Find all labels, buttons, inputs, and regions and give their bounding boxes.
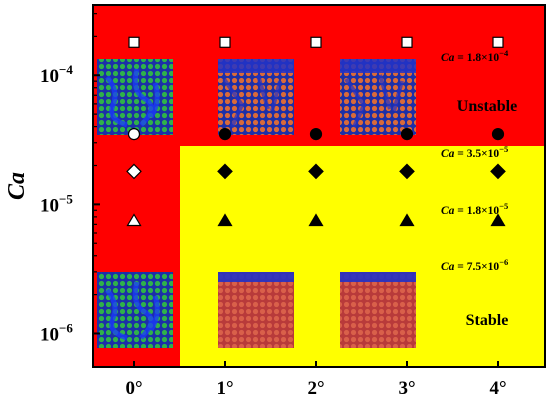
marker-triangle-3 xyxy=(399,213,415,227)
snapshot-0deg-low-ca xyxy=(97,272,173,348)
x-tick-label-4: 4° xyxy=(489,378,506,399)
marker-circle-4 xyxy=(491,128,505,141)
marker-triangle-0 xyxy=(126,213,142,227)
marker-triangle-1 xyxy=(217,213,233,227)
snapshot-3deg-high-ca xyxy=(340,59,416,135)
x-tick-label-3: 3° xyxy=(398,378,415,399)
y-axis-label: Ca xyxy=(4,172,30,200)
annotation-1: Ca = 3.5×10−5 xyxy=(441,144,508,160)
x-tick-label-2: 2° xyxy=(307,378,324,399)
marker-square-0 xyxy=(128,36,140,48)
marker-triangle-4 xyxy=(490,213,506,227)
marker-circle-2 xyxy=(309,128,323,141)
annotation-2: Ca = 1.8×10−5 xyxy=(441,201,508,217)
marker-square-2 xyxy=(310,36,322,48)
snapshot-1deg-high-ca xyxy=(218,59,294,135)
marker-diamond-2 xyxy=(308,163,324,180)
marker-square-4 xyxy=(492,36,504,48)
y-tick-label-2: 10−6 xyxy=(40,320,73,345)
plot-frame xyxy=(92,4,546,368)
marker-circle-1 xyxy=(218,128,232,141)
marker-diamond-4 xyxy=(490,163,506,180)
marker-square-1 xyxy=(219,36,231,48)
marker-diamond-0 xyxy=(126,163,142,180)
marker-diamond-3 xyxy=(399,163,415,180)
marker-circle-0 xyxy=(127,128,141,141)
snapshot-1deg-low-ca xyxy=(218,272,294,348)
y-tick-label-1: 10−5 xyxy=(40,191,73,216)
snapshot-3deg-low-ca xyxy=(340,272,416,348)
y-tick-label-0: 10−4 xyxy=(40,62,73,87)
snapshot-0deg-high-ca xyxy=(97,59,173,135)
marker-diamond-1 xyxy=(217,163,233,180)
x-tick-label-1: 1° xyxy=(216,378,233,399)
marker-square-3 xyxy=(401,36,413,48)
unstable-label: Unstable xyxy=(457,98,517,115)
annotation-3: Ca = 7.5×10−6 xyxy=(441,257,508,273)
stable-label: Stable xyxy=(466,312,509,329)
marker-circle-3 xyxy=(400,128,414,141)
marker-triangle-2 xyxy=(308,213,324,227)
x-tick-label-0: 0° xyxy=(125,378,142,399)
annotation-0: Ca = 1.8×10−4 xyxy=(441,48,509,64)
